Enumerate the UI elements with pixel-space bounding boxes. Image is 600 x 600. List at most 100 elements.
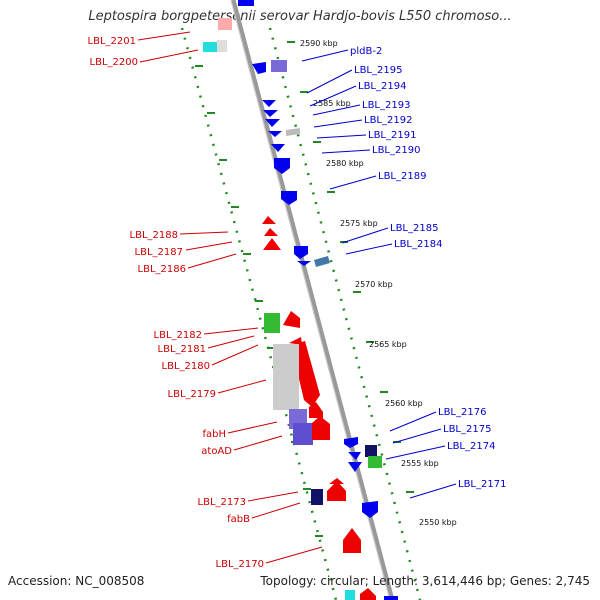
label-lbl-2175[interactable]: LBL_2175	[443, 424, 491, 435]
gene-lbl-2192[interactable]	[265, 119, 280, 127]
gene-lbl-2184[interactable]	[297, 261, 311, 266]
connector-lbl-2187	[185, 241, 233, 251]
label-lbl-2170[interactable]: LBL_2170	[216, 559, 264, 570]
gene-bottom-red[interactable]	[360, 588, 376, 600]
gene-atoad[interactable]	[293, 423, 313, 445]
label-lbl-2189[interactable]: LBL_2189	[378, 171, 426, 182]
gene-lbl-2200[interactable]	[203, 42, 217, 52]
label-lbl-2173[interactable]: LBL_2173	[198, 497, 246, 508]
gene-lbl-2191[interactable]	[268, 131, 282, 137]
gene-lbl-2191-grey[interactable]	[286, 128, 300, 136]
label-lbl-2188[interactable]: LBL_2188	[130, 230, 178, 241]
gene-lbl-2181[interactable]	[283, 311, 300, 328]
tick-label: 2550 kbp	[419, 518, 457, 527]
tick-label: 2585 kbp	[313, 99, 351, 108]
gene-bottom-blue[interactable]	[384, 596, 398, 600]
label-lbl-2195[interactable]: LBL_2195	[354, 65, 402, 76]
gene-fabb[interactable]	[327, 481, 346, 501]
label-lbl-2194[interactable]: LBL_2194	[358, 81, 406, 92]
gene-lbl-2194[interactable]	[262, 100, 276, 107]
label-lbl-2192[interactable]: LBL_2192	[364, 115, 412, 126]
backbone-highlight	[230, 0, 391, 600]
gene-lbl-2182[interactable]	[264, 313, 280, 333]
label-lbl-2201[interactable]: LBL_2201	[88, 36, 136, 47]
connector-lbl-2185	[341, 227, 389, 244]
gene-lbl-2200-b[interactable]	[217, 40, 227, 52]
connector-lbl-2182	[203, 327, 259, 335]
connector-lbl-2184	[345, 243, 393, 255]
gene-lbl-2187[interactable]	[264, 228, 278, 236]
label-lbl-2184[interactable]: LBL_2184	[394, 239, 442, 250]
tick-labels: 2590 kbp 2585 kbp 2580 kbp 2575 kbp 2570…	[300, 39, 457, 527]
connector-lbl-2189	[329, 175, 377, 190]
gene-red-a[interactable]	[309, 402, 323, 418]
gene-lbl-2170[interactable]	[343, 528, 361, 553]
connector-lbl-2181	[207, 335, 255, 349]
label-lbl-2193[interactable]: LBL_2193	[362, 100, 410, 111]
connector-lbl-2180	[211, 344, 259, 366]
label-lbl-2185[interactable]: LBL_2185	[390, 223, 438, 234]
label-lbl-2186[interactable]: LBL_2186	[138, 264, 186, 275]
label-lbl-2181[interactable]: LBL_2181	[158, 344, 206, 355]
gene-lbl-2174[interactable]	[368, 456, 382, 468]
label-atoad[interactable]: atoAD	[201, 446, 232, 457]
gene-lbl-2185[interactable]	[294, 246, 308, 259]
minus-strand-genes	[238, 0, 398, 600]
gene-lbl-2189[interactable]	[274, 158, 290, 174]
connector-fabh	[227, 421, 278, 434]
label-fabb[interactable]: fabB	[227, 514, 250, 525]
gene-pldb-2[interactable]	[252, 62, 266, 74]
gene-blue-c[interactable]	[281, 191, 297, 205]
gene-bottom-cyan[interactable]	[345, 590, 355, 600]
gene-top-blue[interactable]	[238, 0, 254, 6]
connector-lbl-2190	[321, 149, 371, 154]
gene-lbl-2175[interactable]	[365, 445, 377, 457]
tick-label: 2580 kbp	[326, 159, 364, 168]
left-guide-track	[180, 27, 338, 600]
gene-lbl-2173[interactable]	[311, 489, 323, 505]
gene-lbl-2193[interactable]	[263, 110, 278, 117]
plus-strand-genes	[203, 18, 376, 600]
connector-lbl-2201	[137, 31, 191, 41]
gene-lbl-2184-b[interactable]	[314, 256, 330, 267]
label-lbl-2200[interactable]: LBL_2200	[90, 57, 138, 68]
label-lbl-2187[interactable]: LBL_2187	[135, 247, 183, 258]
label-lbl-2190[interactable]: LBL_2190	[372, 145, 420, 156]
gene-lbl-2201[interactable]	[218, 18, 232, 30]
label-pldb-2[interactable]: pldB-2	[350, 46, 382, 57]
gene-lbl-2174-b[interactable]	[348, 462, 362, 472]
gene-lbl-2175-b[interactable]	[348, 452, 361, 460]
gene-lbl-2188[interactable]	[262, 216, 276, 224]
left-label-connectors	[137, 31, 323, 564]
gene-grey-block[interactable]	[273, 344, 299, 410]
tick-label: 2565 kbp	[369, 340, 407, 349]
label-lbl-2171[interactable]: LBL_2171	[458, 479, 506, 490]
connector-lbl-2186	[187, 253, 237, 269]
tick-label: 2560 kbp	[385, 399, 423, 408]
label-lbl-2180[interactable]: LBL_2180	[162, 361, 210, 372]
map-title: Leptospira borgpetersenii serovar Hardjo…	[88, 9, 512, 24]
label-lbl-2191[interactable]: LBL_2191	[368, 130, 416, 141]
gene-lbl-2176[interactable]	[344, 437, 358, 448]
tick-label: 2575 kbp	[340, 219, 378, 228]
connector-lbl-2173	[247, 491, 299, 502]
connector-lbl-2171	[409, 483, 457, 499]
connector-pldb-2	[301, 49, 349, 62]
gene-lbl-2186[interactable]	[263, 238, 281, 250]
label-lbl-2182[interactable]: LBL_2182	[154, 330, 202, 341]
label-lbl-2176[interactable]: LBL_2176	[438, 407, 486, 418]
gene-fabb-b[interactable]	[329, 478, 344, 484]
tick-label: 2555 kbp	[401, 459, 439, 468]
connector-lbl-2193	[312, 104, 361, 116]
connector-fabb	[251, 502, 301, 519]
connector-atoad	[233, 435, 283, 451]
gene-red-b[interactable]	[312, 416, 330, 440]
gene-lbl-2171[interactable]	[362, 501, 378, 518]
label-lbl-2179[interactable]: LBL_2179	[168, 389, 216, 400]
gene-lbl-2190[interactable]	[271, 144, 285, 152]
label-lbl-2174[interactable]: LBL_2174	[447, 441, 495, 452]
tick-label: 2590 kbp	[300, 39, 338, 48]
label-fabh[interactable]: fabH	[202, 429, 226, 440]
gene-lbl-2195[interactable]	[271, 60, 287, 72]
